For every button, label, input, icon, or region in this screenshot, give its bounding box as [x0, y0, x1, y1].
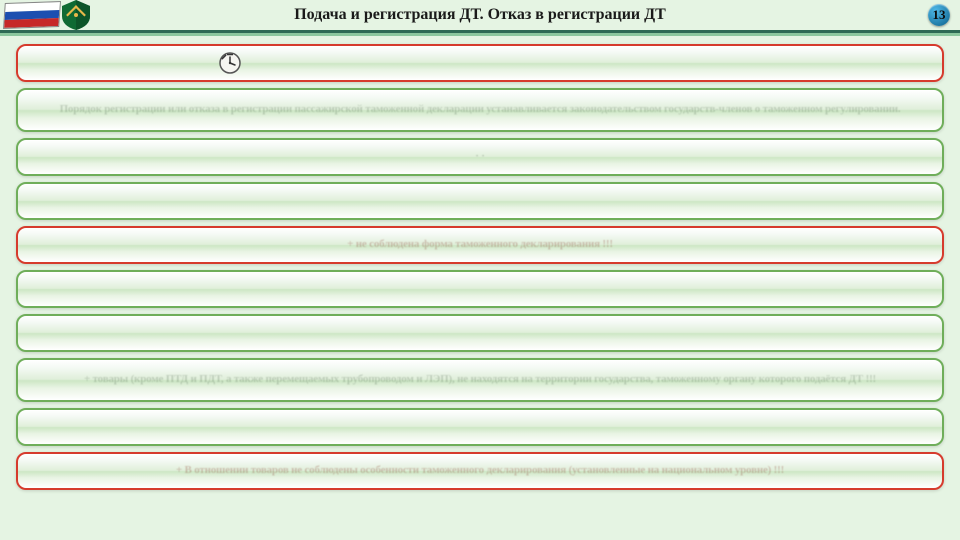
info-bar: + товары (кроме ПТД и ПДТ, а также перем… [16, 358, 944, 402]
info-bar-text: + не соблюдена форма таможенного деклари… [347, 238, 613, 252]
info-bar: · · [16, 138, 944, 176]
info-bar: + В отношении товаров не соблюдены особе… [16, 452, 944, 490]
content-stack: Порядок регистрации или отказа в регистр… [16, 44, 944, 490]
info-bar-text: + товары (кроме ПТД и ПДТ, а также перем… [84, 373, 876, 387]
page-number-badge: 13 [928, 4, 950, 26]
info-bar-text: + В отношении товаров не соблюдены особе… [176, 464, 784, 478]
info-bar [16, 270, 944, 308]
info-bar: Порядок регистрации или отказа в регистр… [16, 88, 944, 132]
info-bar-text: · · [475, 150, 485, 164]
info-bar-text: Порядок регистрации или отказа в регистр… [60, 103, 901, 117]
info-bar [16, 314, 944, 352]
clock-icon [218, 51, 242, 75]
info-bar [16, 44, 944, 82]
info-bar: + не соблюдена форма таможенного деклари… [16, 226, 944, 264]
header-rule-light [0, 33, 960, 36]
info-bar [16, 408, 944, 446]
info-bar [16, 182, 944, 220]
slide-header: Подача и регистрация ДТ. Отказ в регистр… [0, 0, 960, 34]
page-title: Подача и регистрация ДТ. Отказ в регистр… [0, 6, 960, 24]
